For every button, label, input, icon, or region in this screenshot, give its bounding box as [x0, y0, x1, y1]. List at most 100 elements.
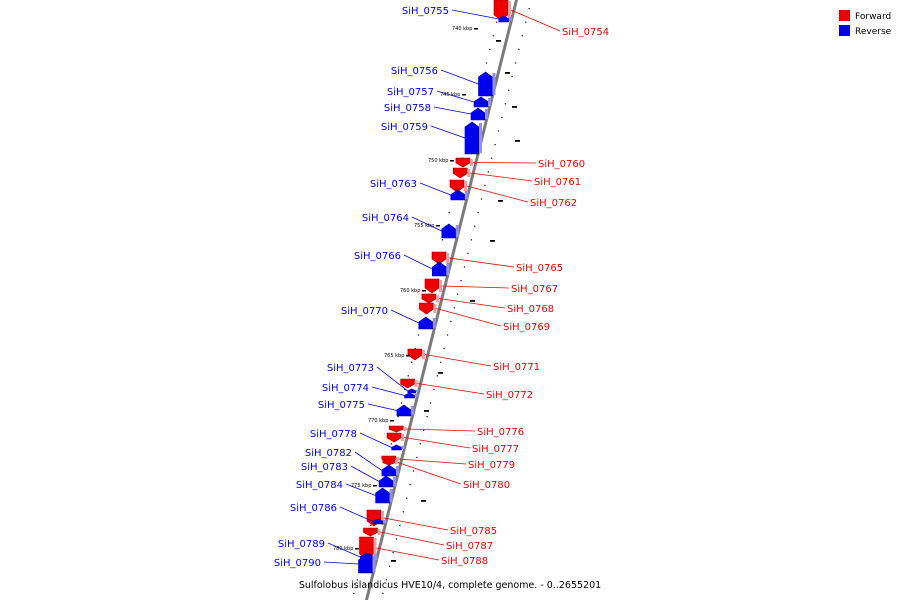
gene-leader-line [323, 561, 359, 565]
major-tick [505, 72, 510, 74]
scale-label: 770 kbp [368, 418, 388, 424]
gene-leader-line [433, 106, 472, 115]
gene-label: SiH_0764 [362, 213, 409, 224]
tick-dot [480, 198, 483, 200]
tick-dot [397, 416, 399, 418]
gene-shading [395, 466, 399, 475]
tick-dot [453, 307, 455, 309]
gene-features: SiH_0754 SiH_0755 SiH_0756 SiH_0757 SiH_0758… [274, 0, 609, 574]
gene-leader-line [380, 531, 445, 546]
gene-leader-line [466, 185, 529, 203]
tick-dot [518, 48, 520, 50]
reverse-gene-shape [441, 223, 457, 239]
gene-label: SiH_0763 [370, 179, 417, 190]
gene-feature: SiH_0765 [431, 251, 563, 274]
genome-caption: Sulfolobus islandicus HVE10/4, complete … [299, 580, 601, 591]
gene-shading [479, 123, 482, 153]
tick-dot [460, 280, 462, 282]
gene-label: SiH_0769 [503, 322, 550, 333]
gene-leader-line [376, 547, 440, 561]
tick-dot [528, 8, 530, 10]
forward-gene-shape [421, 293, 437, 304]
gene-leader-line [403, 254, 433, 270]
tick-dot [494, 144, 496, 146]
scale-label: 745 kbp [440, 92, 460, 98]
reverse-gene-shape [498, 15, 510, 23]
gene-shading [401, 434, 405, 441]
tick-dot [457, 293, 459, 295]
tick-dot [525, 21, 527, 23]
scale-label: 775 kbp [351, 483, 371, 489]
gene-leader-line [376, 366, 409, 392]
major-tick [496, 40, 501, 42]
scale-tick [450, 160, 454, 162]
reverse-gene-shape [407, 388, 417, 394]
gene-leader-line [436, 90, 475, 103]
gene-label: SiH_0770 [341, 306, 388, 317]
gene-feature: SiH_0787 [363, 527, 493, 552]
major-tick [515, 140, 520, 142]
reverse-gene-shape [381, 464, 397, 477]
tick-dot [448, 212, 450, 214]
scale-label: 755 kbp [414, 223, 434, 229]
gene-shading [414, 380, 418, 387]
gene-shading [439, 280, 442, 292]
tick-dot [446, 334, 449, 336]
major-tick [498, 200, 503, 202]
gene-shading [415, 390, 419, 392]
scale-label: 760 kbp [400, 288, 420, 294]
gene-shading [377, 529, 381, 535]
tick-dot [501, 116, 503, 118]
gene-shading [383, 520, 387, 523]
tick-dot [353, 592, 355, 594]
tick-dot [356, 579, 358, 581]
gene-shading [446, 253, 449, 263]
gene-feature: SiH_0761 [452, 167, 581, 188]
gene-label: SiH_0776 [477, 427, 524, 438]
forward-gene-shape [388, 425, 404, 433]
gene-feature: SiH_0758 [384, 103, 488, 121]
tick-dot [416, 456, 418, 458]
tick-dot [407, 375, 409, 377]
forward-gene-shape [386, 432, 402, 443]
tick-dot [423, 429, 425, 431]
gene-feature: SiH_0763 [370, 179, 468, 201]
tick-dot [385, 579, 387, 581]
gene-feature: SiH_0764 [362, 213, 459, 239]
gene-label: SiH_0773 [327, 363, 374, 374]
tick-dot [409, 484, 411, 486]
gene-feature: SiH_0775 [318, 400, 414, 417]
tick-dot [429, 402, 432, 404]
gene-feature: SiH_0774 [322, 383, 418, 399]
tick-dot [402, 511, 404, 513]
gene-shading [395, 457, 399, 461]
gene-label: SiH_0788 [441, 556, 488, 567]
gene-feature: SiH_0756 [391, 66, 496, 97]
tick-dot [404, 388, 406, 390]
gene-shading [433, 304, 437, 313]
gene-shading [455, 225, 459, 237]
gene-feature: SiH_0768 [421, 293, 554, 315]
reverse-gene-shape [396, 404, 412, 417]
gene-leader-line [472, 162, 537, 164]
gene-feature: SiH_0769 [419, 302, 550, 333]
tick-dot [411, 361, 413, 363]
gene-shading [389, 489, 393, 502]
gene-leader-line [327, 542, 361, 558]
gene-leader-line [359, 432, 392, 448]
reverse-gene-shape [418, 316, 434, 330]
gene-leader-line [430, 125, 466, 139]
scale-label: 780 kbp [333, 546, 353, 552]
gene-feature: SiH_0770 [341, 306, 436, 330]
gene-label: SiH_0754 [562, 27, 609, 38]
gene-label: SiH_0758 [384, 103, 431, 114]
legend-label: Forward [855, 12, 891, 22]
gene-label: SiH_0790 [274, 558, 321, 569]
tick-dot [382, 592, 384, 594]
tick-dot [412, 470, 415, 472]
gene-leader-line [350, 465, 380, 482]
reverse-gene-shape [470, 107, 486, 121]
gene-label: SiH_0767 [511, 284, 558, 295]
gene-leader-line [440, 69, 479, 85]
